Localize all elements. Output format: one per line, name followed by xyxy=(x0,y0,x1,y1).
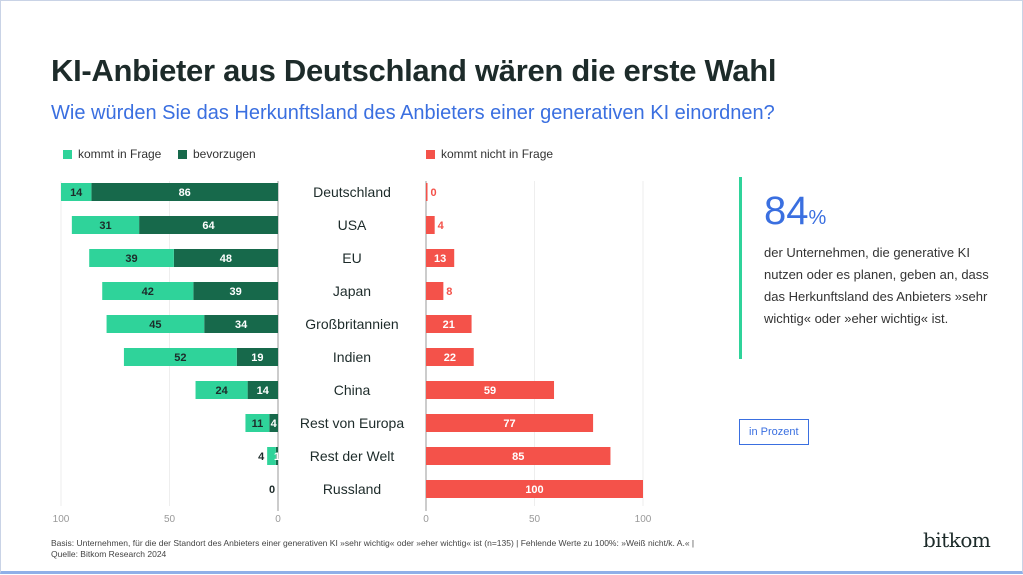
bar-bevorzugen xyxy=(91,183,278,201)
data-label: 11 xyxy=(252,418,264,430)
bar-kommt-in-frage xyxy=(102,282,194,300)
legend-swatch xyxy=(426,149,435,159)
category-label: Rest von Europa xyxy=(300,415,404,431)
category-label: Russland xyxy=(323,481,381,497)
data-label: 8 xyxy=(446,286,452,298)
bar-kommt-nicht-in-frage xyxy=(426,348,474,366)
legend-label: kommt nicht in Frage xyxy=(441,147,554,161)
data-label: 34 xyxy=(235,319,248,331)
bar-kommt-in-frage xyxy=(123,348,237,366)
bar-kommt-nicht-in-frage xyxy=(426,447,611,465)
legend-bevorzugen: bevorzugen xyxy=(178,147,256,161)
data-label: 45 xyxy=(149,319,161,331)
data-label: 48 xyxy=(220,253,232,265)
data-label: 13 xyxy=(434,253,446,265)
bar-kommt-in-frage xyxy=(71,216,140,234)
data-label: 19 xyxy=(251,352,263,364)
data-label: 52 xyxy=(174,352,186,364)
bar-kommt-nicht-in-frage xyxy=(426,414,594,432)
data-label: 64 xyxy=(202,220,215,232)
category-label: EU xyxy=(342,250,361,266)
category-label: China xyxy=(334,382,371,398)
bar-bevorzugen xyxy=(173,249,278,267)
category-label: Rest der Welt xyxy=(310,448,395,464)
data-label: 22 xyxy=(444,352,456,364)
data-label: 59 xyxy=(484,385,496,397)
bar-kommt-in-frage xyxy=(106,315,205,333)
bar-kommt-in-frage xyxy=(89,249,174,267)
unit-label: in Prozent xyxy=(739,419,809,445)
tick-label: 100 xyxy=(635,514,652,525)
page-title: KI-Anbieter aus Deutschland wären die er… xyxy=(51,53,777,88)
bar-kommt-nicht-in-frage xyxy=(426,216,435,234)
tick-label: 50 xyxy=(529,514,541,525)
data-label: 85 xyxy=(512,451,524,463)
legend-kommt-nicht-in-frage: kommt nicht in Frage xyxy=(426,147,553,161)
data-label: 0 xyxy=(269,484,275,496)
callout-text: der Unternehmen, die generative KI nutze… xyxy=(764,245,989,326)
bar-kommt-in-frage xyxy=(195,381,248,399)
data-label: 100 xyxy=(525,484,543,496)
legend-label: bevorzugen xyxy=(193,147,256,161)
callout: 84% der Unternehmen, die generative KI n… xyxy=(739,177,989,359)
legend-swatch xyxy=(178,149,187,159)
bar-bevorzugen xyxy=(236,348,278,366)
data-label: 77 xyxy=(503,418,515,430)
bar-bevorzugen xyxy=(275,447,278,465)
data-label: 4 xyxy=(271,418,278,430)
bar-bevorzugen xyxy=(139,216,278,234)
bar-kommt-in-frage xyxy=(245,414,270,432)
bar-kommt-nicht-in-frage xyxy=(426,249,455,267)
bar-bevorzugen xyxy=(204,315,278,333)
category-label: Deutschland xyxy=(313,184,391,200)
data-label: 0 xyxy=(430,187,436,199)
data-label: 21 xyxy=(443,319,455,331)
category-label: USA xyxy=(338,217,367,233)
callout-value: 84% xyxy=(764,189,827,233)
data-label: 39 xyxy=(230,286,242,298)
tick-label: 0 xyxy=(275,514,281,525)
legend-kommt-in-frage: kommt in Frage xyxy=(63,147,161,161)
category-label: Großbritannien xyxy=(305,316,398,332)
data-label: 24 xyxy=(215,385,228,397)
legend-label: kommt in Frage xyxy=(78,147,162,161)
data-label: 4 xyxy=(438,220,445,232)
data-label: 39 xyxy=(125,253,137,265)
bar-kommt-nicht-in-frage xyxy=(426,282,444,300)
tick-label: 0 xyxy=(423,514,429,525)
bar-kommt-nicht-in-frage xyxy=(426,381,555,399)
data-label: 42 xyxy=(142,286,154,298)
bar-kommt-nicht-in-frage xyxy=(426,183,428,201)
tick-label: 50 xyxy=(164,514,176,525)
bar-bevorzugen xyxy=(247,381,278,399)
tick-label: 100 xyxy=(53,514,70,525)
category-label: Japan xyxy=(333,283,371,299)
bar-kommt-in-frage xyxy=(61,183,92,201)
data-label: 14 xyxy=(257,385,270,397)
data-label: 1 xyxy=(274,451,280,463)
footnote: Basis: Unternehmen, für die der Standort… xyxy=(51,538,695,559)
data-label: 31 xyxy=(99,220,111,232)
bar-bevorzugen xyxy=(269,414,278,432)
bar-kommt-in-frage xyxy=(267,447,276,465)
category-label: Indien xyxy=(333,349,371,365)
page-subtitle: Wie würden Sie das Herkunftsland des Anb… xyxy=(51,102,775,124)
bitkom-logo: bitkom xyxy=(923,528,991,552)
legend-swatch xyxy=(63,149,72,159)
bar-bevorzugen xyxy=(193,282,278,300)
data-label: 4 xyxy=(258,451,265,463)
bar-kommt-nicht-in-frage xyxy=(426,480,643,498)
bar-kommt-nicht-in-frage xyxy=(426,315,472,333)
data-label: 86 xyxy=(179,187,191,199)
data-label: 14 xyxy=(70,187,83,199)
